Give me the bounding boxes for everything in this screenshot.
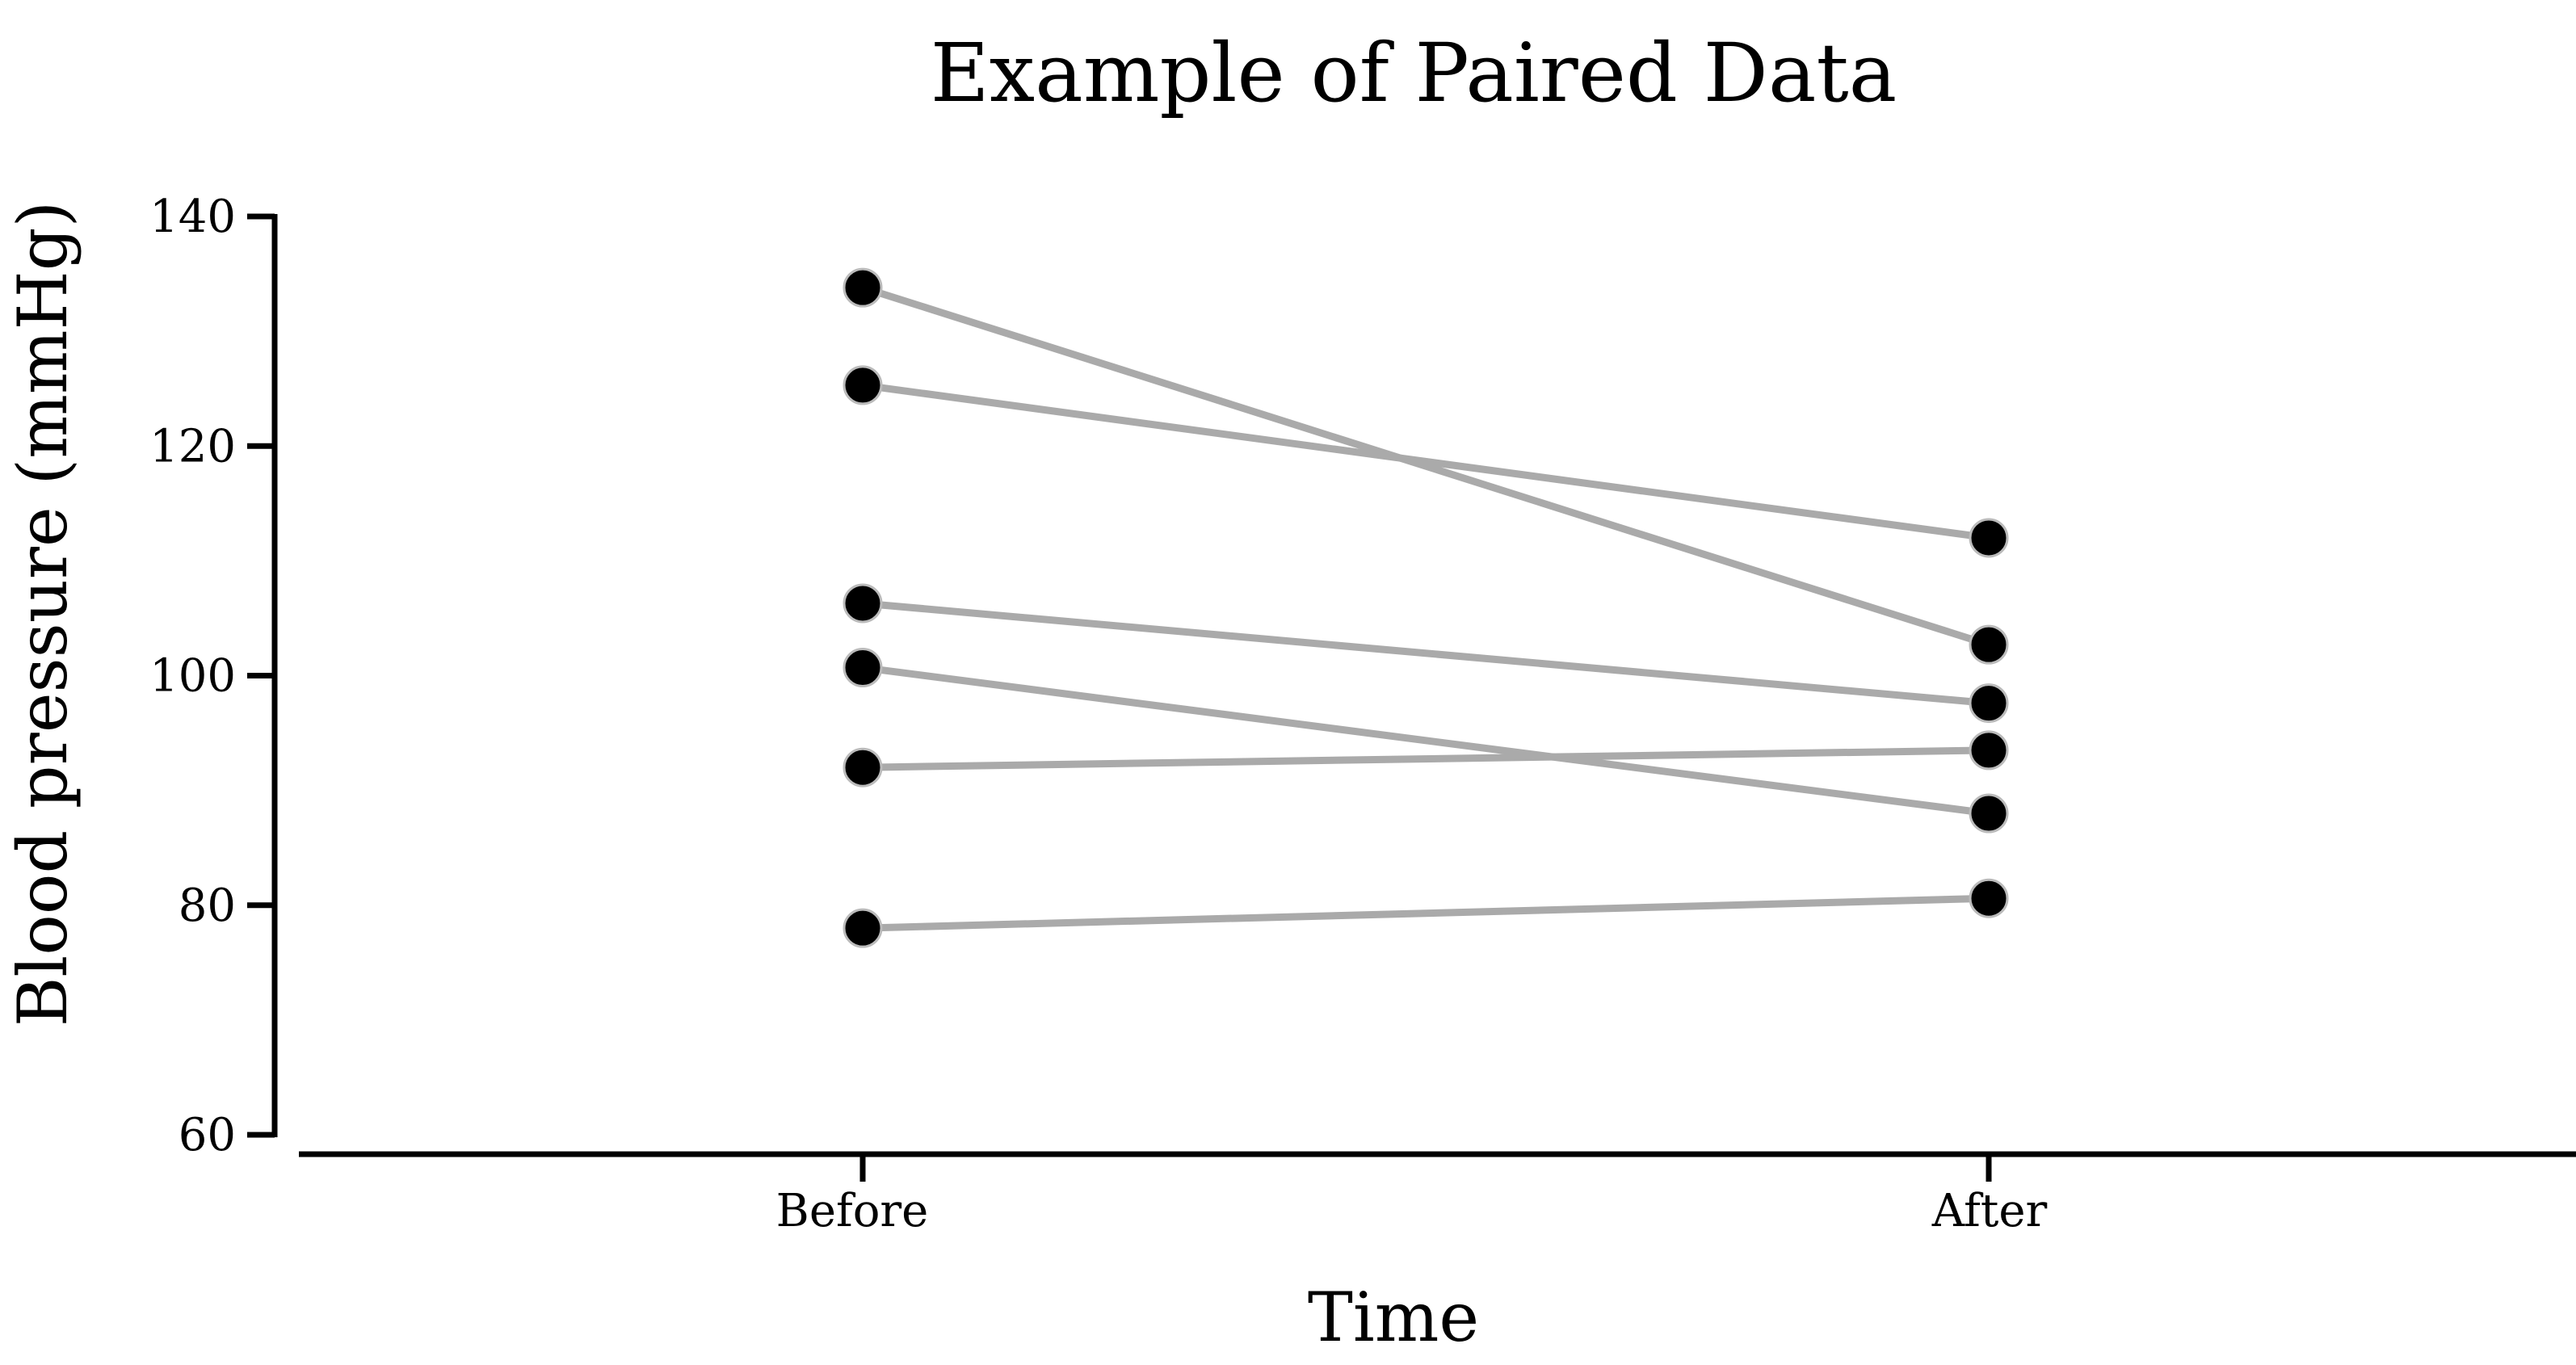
x-tick-label: After — [1931, 1185, 2048, 1237]
after-point — [1969, 793, 2009, 834]
before-point — [843, 365, 883, 405]
after-point — [1969, 683, 2009, 724]
y-axis-label: Blood pressure (mmHg) — [3, 201, 82, 1027]
after-point — [1969, 518, 2009, 558]
pair-line — [862, 746, 1990, 771]
before-point — [843, 747, 883, 788]
pair-line — [862, 664, 1990, 817]
after-point — [1969, 878, 2009, 918]
pair-line — [862, 599, 1990, 708]
y-tick-label: 120 — [149, 420, 236, 472]
pair-lines — [861, 284, 1990, 932]
y-tick-label: 80 — [179, 880, 236, 932]
y-tick-label: 60 — [179, 1109, 236, 1161]
data-points — [843, 267, 2009, 948]
after-point — [1969, 730, 2009, 771]
after-point — [1969, 624, 2009, 665]
x-tick-label: Before — [776, 1185, 929, 1237]
y-tick-label: 100 — [149, 650, 236, 703]
x-axis-label: Time — [1308, 1278, 1479, 1357]
before-point — [843, 908, 883, 948]
chart-title: Example of Paired Data — [931, 26, 1897, 120]
before-point — [843, 648, 883, 688]
pair-line — [862, 894, 1990, 932]
x-axis: Before After — [299, 1151, 2576, 1237]
y-axis: 60 80 100 120 140 — [149, 191, 278, 1161]
pair-line — [862, 381, 1990, 542]
pair-line — [861, 284, 1990, 649]
before-point — [843, 583, 883, 624]
before-point — [843, 267, 883, 308]
y-tick-label: 140 — [149, 191, 236, 243]
